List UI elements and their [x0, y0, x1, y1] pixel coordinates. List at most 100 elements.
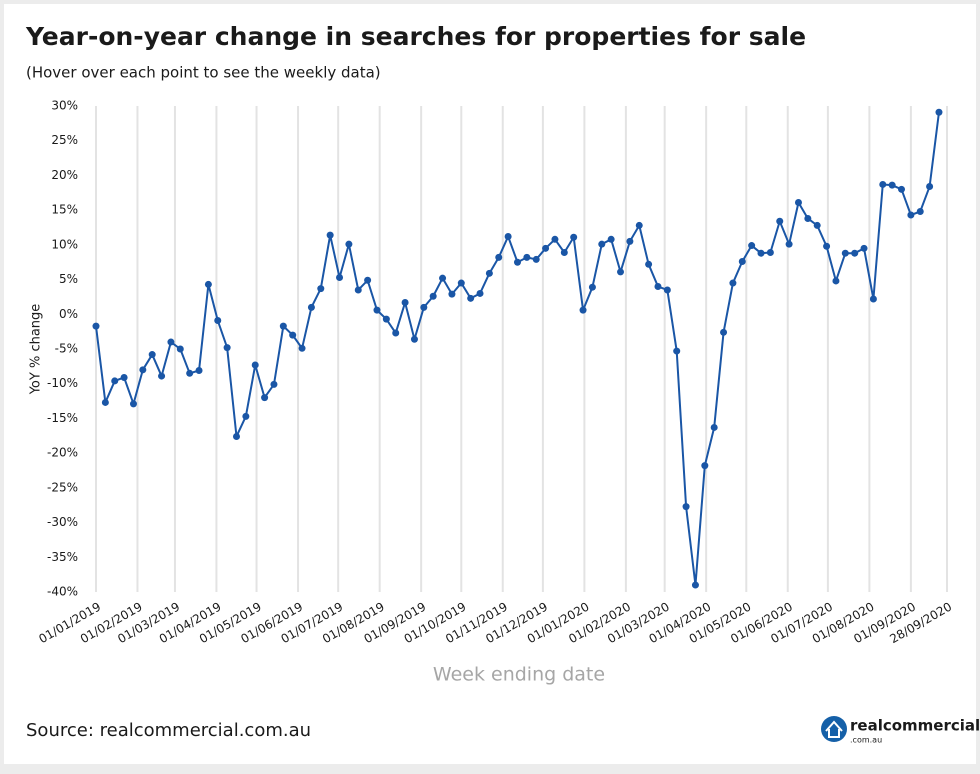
data-point	[270, 380, 278, 388]
data-point	[495, 253, 503, 261]
data-point	[682, 503, 690, 511]
data-point	[832, 277, 840, 285]
data-point	[214, 317, 222, 325]
data-point	[354, 286, 362, 294]
data-point	[373, 306, 381, 314]
logo-domain: .com.au	[850, 736, 882, 745]
data-point	[776, 217, 784, 225]
y-tick-label: 10%	[51, 237, 78, 251]
x-axis-label: Week ending date	[433, 664, 605, 686]
data-point	[729, 279, 737, 287]
data-point	[888, 181, 896, 189]
data-point	[111, 377, 119, 385]
data-point	[401, 298, 409, 306]
y-tick-label: -5%	[55, 342, 78, 356]
data-point	[261, 394, 269, 402]
data-point	[204, 280, 212, 288]
data-point	[785, 240, 793, 248]
data-point	[364, 276, 372, 284]
data-point	[242, 412, 250, 420]
data-point	[916, 208, 924, 216]
data-point	[420, 303, 428, 311]
data-point	[326, 231, 334, 239]
data-point	[635, 221, 643, 229]
data-point	[382, 315, 390, 323]
data-point	[898, 185, 906, 193]
y-tick-label: -40%	[47, 585, 78, 599]
data-point	[645, 260, 653, 268]
y-tick-label: 30%	[51, 99, 78, 113]
data-point	[804, 214, 812, 222]
y-tick-label: 5%	[59, 272, 78, 286]
data-point	[907, 211, 915, 219]
data-point	[485, 269, 493, 277]
y-tick-label: -20%	[47, 446, 78, 460]
data-point	[813, 221, 821, 229]
data-point	[757, 249, 765, 257]
y-tick-label: 15%	[51, 203, 78, 217]
data-point	[429, 292, 437, 300]
data-point	[935, 108, 943, 116]
data-point	[617, 268, 625, 276]
data-point	[823, 242, 831, 250]
data-point	[532, 255, 540, 263]
data-point	[794, 199, 802, 207]
y-tick-label: -30%	[47, 515, 78, 529]
data-point	[879, 180, 887, 188]
data-point	[588, 283, 596, 291]
data-point	[289, 331, 297, 339]
data-point	[691, 581, 699, 589]
y-tick-label: 25%	[51, 133, 78, 147]
data-point	[129, 400, 137, 408]
data-point	[926, 183, 934, 191]
data-point	[167, 338, 175, 346]
data-point	[176, 345, 184, 353]
data-point	[720, 328, 728, 336]
data-point	[710, 423, 718, 431]
data-point	[748, 242, 756, 250]
data-point	[279, 322, 287, 330]
y-tick-label: -25%	[47, 480, 78, 494]
data-point	[148, 351, 156, 359]
data-point	[579, 306, 587, 314]
data-point	[457, 279, 465, 287]
data-point	[598, 240, 606, 248]
data-point	[317, 285, 325, 293]
data-point	[392, 329, 400, 337]
data-point	[542, 244, 550, 252]
data-point	[345, 240, 353, 248]
data-point	[439, 274, 447, 282]
y-axis-label: YoY % change	[29, 304, 44, 396]
data-point	[298, 344, 306, 352]
data-point	[654, 283, 662, 291]
data-point	[476, 289, 484, 297]
data-point	[701, 462, 709, 470]
data-point	[232, 432, 240, 440]
data-point	[570, 233, 578, 241]
y-tick-label: 0%	[59, 307, 78, 321]
data-point	[336, 273, 344, 281]
data-point	[448, 290, 456, 298]
data-point	[467, 294, 475, 302]
data-point	[186, 369, 194, 377]
y-tick-label: -10%	[47, 376, 78, 390]
data-point	[120, 373, 128, 381]
data-point	[92, 322, 100, 330]
data-point	[560, 248, 568, 256]
logo: realcommercial .com.au	[821, 716, 980, 745]
data-point	[158, 372, 166, 380]
data-point	[410, 335, 418, 343]
card	[4, 4, 976, 764]
data-point	[513, 258, 521, 266]
data-point	[869, 295, 877, 303]
logo-icon	[821, 716, 847, 742]
data-point	[307, 303, 315, 311]
data-point	[251, 361, 259, 369]
logo-house	[825, 720, 843, 738]
data-point	[626, 237, 634, 245]
data-point	[851, 249, 859, 257]
data-point	[673, 347, 681, 355]
data-point	[101, 398, 109, 406]
